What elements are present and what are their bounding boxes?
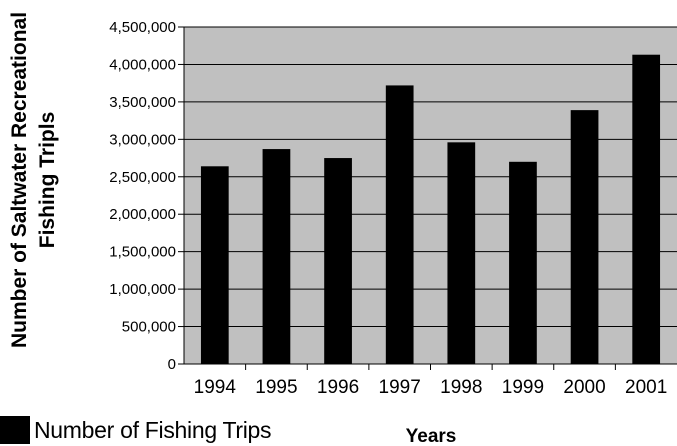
x-axis-title: Years bbox=[406, 426, 457, 446]
bar-1999 bbox=[509, 161, 537, 364]
y-tick-label: 2,000,000 bbox=[109, 206, 176, 223]
x-tick-label: 1997 bbox=[379, 377, 421, 398]
y-tick-label: 1,000,000 bbox=[109, 281, 176, 298]
y-tick-label: 3,500,000 bbox=[109, 94, 176, 111]
legend: Number of Fishing Trips bbox=[0, 416, 272, 444]
y-axis-title-line-1: Number of Saltwater Recreational bbox=[8, 12, 31, 348]
y-tick-label: 500,000 bbox=[122, 319, 176, 336]
y-tick-label: 2,500,000 bbox=[109, 169, 176, 186]
bar-1998 bbox=[447, 142, 476, 364]
x-tick-label: 1998 bbox=[440, 377, 482, 398]
x-tick-label: 1996 bbox=[317, 377, 359, 398]
plot-area bbox=[184, 27, 677, 364]
legend-swatch bbox=[0, 416, 30, 444]
bar-1994 bbox=[200, 166, 229, 364]
y-tick-label: 3,000,000 bbox=[109, 131, 176, 148]
x-tick-label: 1994 bbox=[194, 377, 237, 398]
axes bbox=[178, 26, 677, 370]
x-tick-label: 1999 bbox=[502, 377, 544, 398]
bar-1995 bbox=[262, 149, 291, 364]
bar-2000 bbox=[570, 110, 599, 364]
bar-1996 bbox=[324, 158, 352, 364]
bars bbox=[200, 54, 661, 364]
x-tick-label: 1995 bbox=[255, 377, 297, 398]
legend-label: Number of Fishing Trips bbox=[34, 416, 272, 443]
y-axis-title-line-2: Fishing Tripls bbox=[36, 112, 59, 249]
x-tick-label: 2001 bbox=[625, 377, 667, 398]
y-tick-label: 4,000,000 bbox=[109, 56, 176, 73]
bar-2001 bbox=[632, 54, 661, 364]
bar-1997 bbox=[385, 85, 414, 364]
x-tick-label: 2000 bbox=[563, 377, 605, 398]
y-tick-labels: 0 500,000 1,000,000 1,500,000 2,000,000 2,500… bbox=[109, 19, 176, 373]
y-tick-label: 0 bbox=[168, 356, 176, 373]
y-tick-label: 4,500,000 bbox=[109, 19, 176, 36]
x-tick-labels: 1994 1995 1996 1997 1998 1999 2000 2001 bbox=[194, 377, 668, 398]
y-tick-label: 1,500,000 bbox=[109, 244, 176, 261]
